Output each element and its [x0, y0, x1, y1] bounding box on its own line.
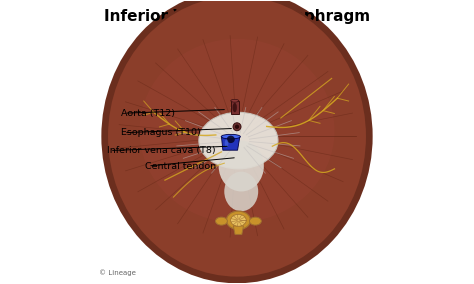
Ellipse shape	[221, 134, 240, 139]
Ellipse shape	[231, 214, 246, 226]
Ellipse shape	[225, 139, 228, 147]
Polygon shape	[221, 137, 240, 150]
Text: Esophagus (T10): Esophagus (T10)	[121, 128, 201, 137]
Ellipse shape	[224, 172, 258, 211]
Text: Aorta (T12): Aorta (T12)	[121, 109, 175, 118]
Ellipse shape	[231, 99, 239, 102]
Text: Central tendon: Central tendon	[145, 162, 216, 170]
Ellipse shape	[227, 211, 250, 229]
Ellipse shape	[219, 141, 264, 191]
Ellipse shape	[249, 217, 261, 225]
Ellipse shape	[107, 0, 367, 278]
Circle shape	[235, 125, 239, 129]
Ellipse shape	[233, 103, 237, 112]
Ellipse shape	[139, 39, 335, 223]
Text: Inferior vena cava (T8): Inferior vena cava (T8)	[107, 146, 216, 155]
Text: © Lineage: © Lineage	[99, 270, 136, 276]
Polygon shape	[231, 101, 239, 114]
Ellipse shape	[216, 217, 228, 225]
Circle shape	[233, 123, 241, 131]
Polygon shape	[233, 226, 244, 234]
Ellipse shape	[227, 136, 235, 143]
Text: Inferior View of the Diaphragm: Inferior View of the Diaphragm	[104, 9, 370, 24]
Ellipse shape	[101, 0, 373, 283]
Ellipse shape	[199, 112, 278, 169]
